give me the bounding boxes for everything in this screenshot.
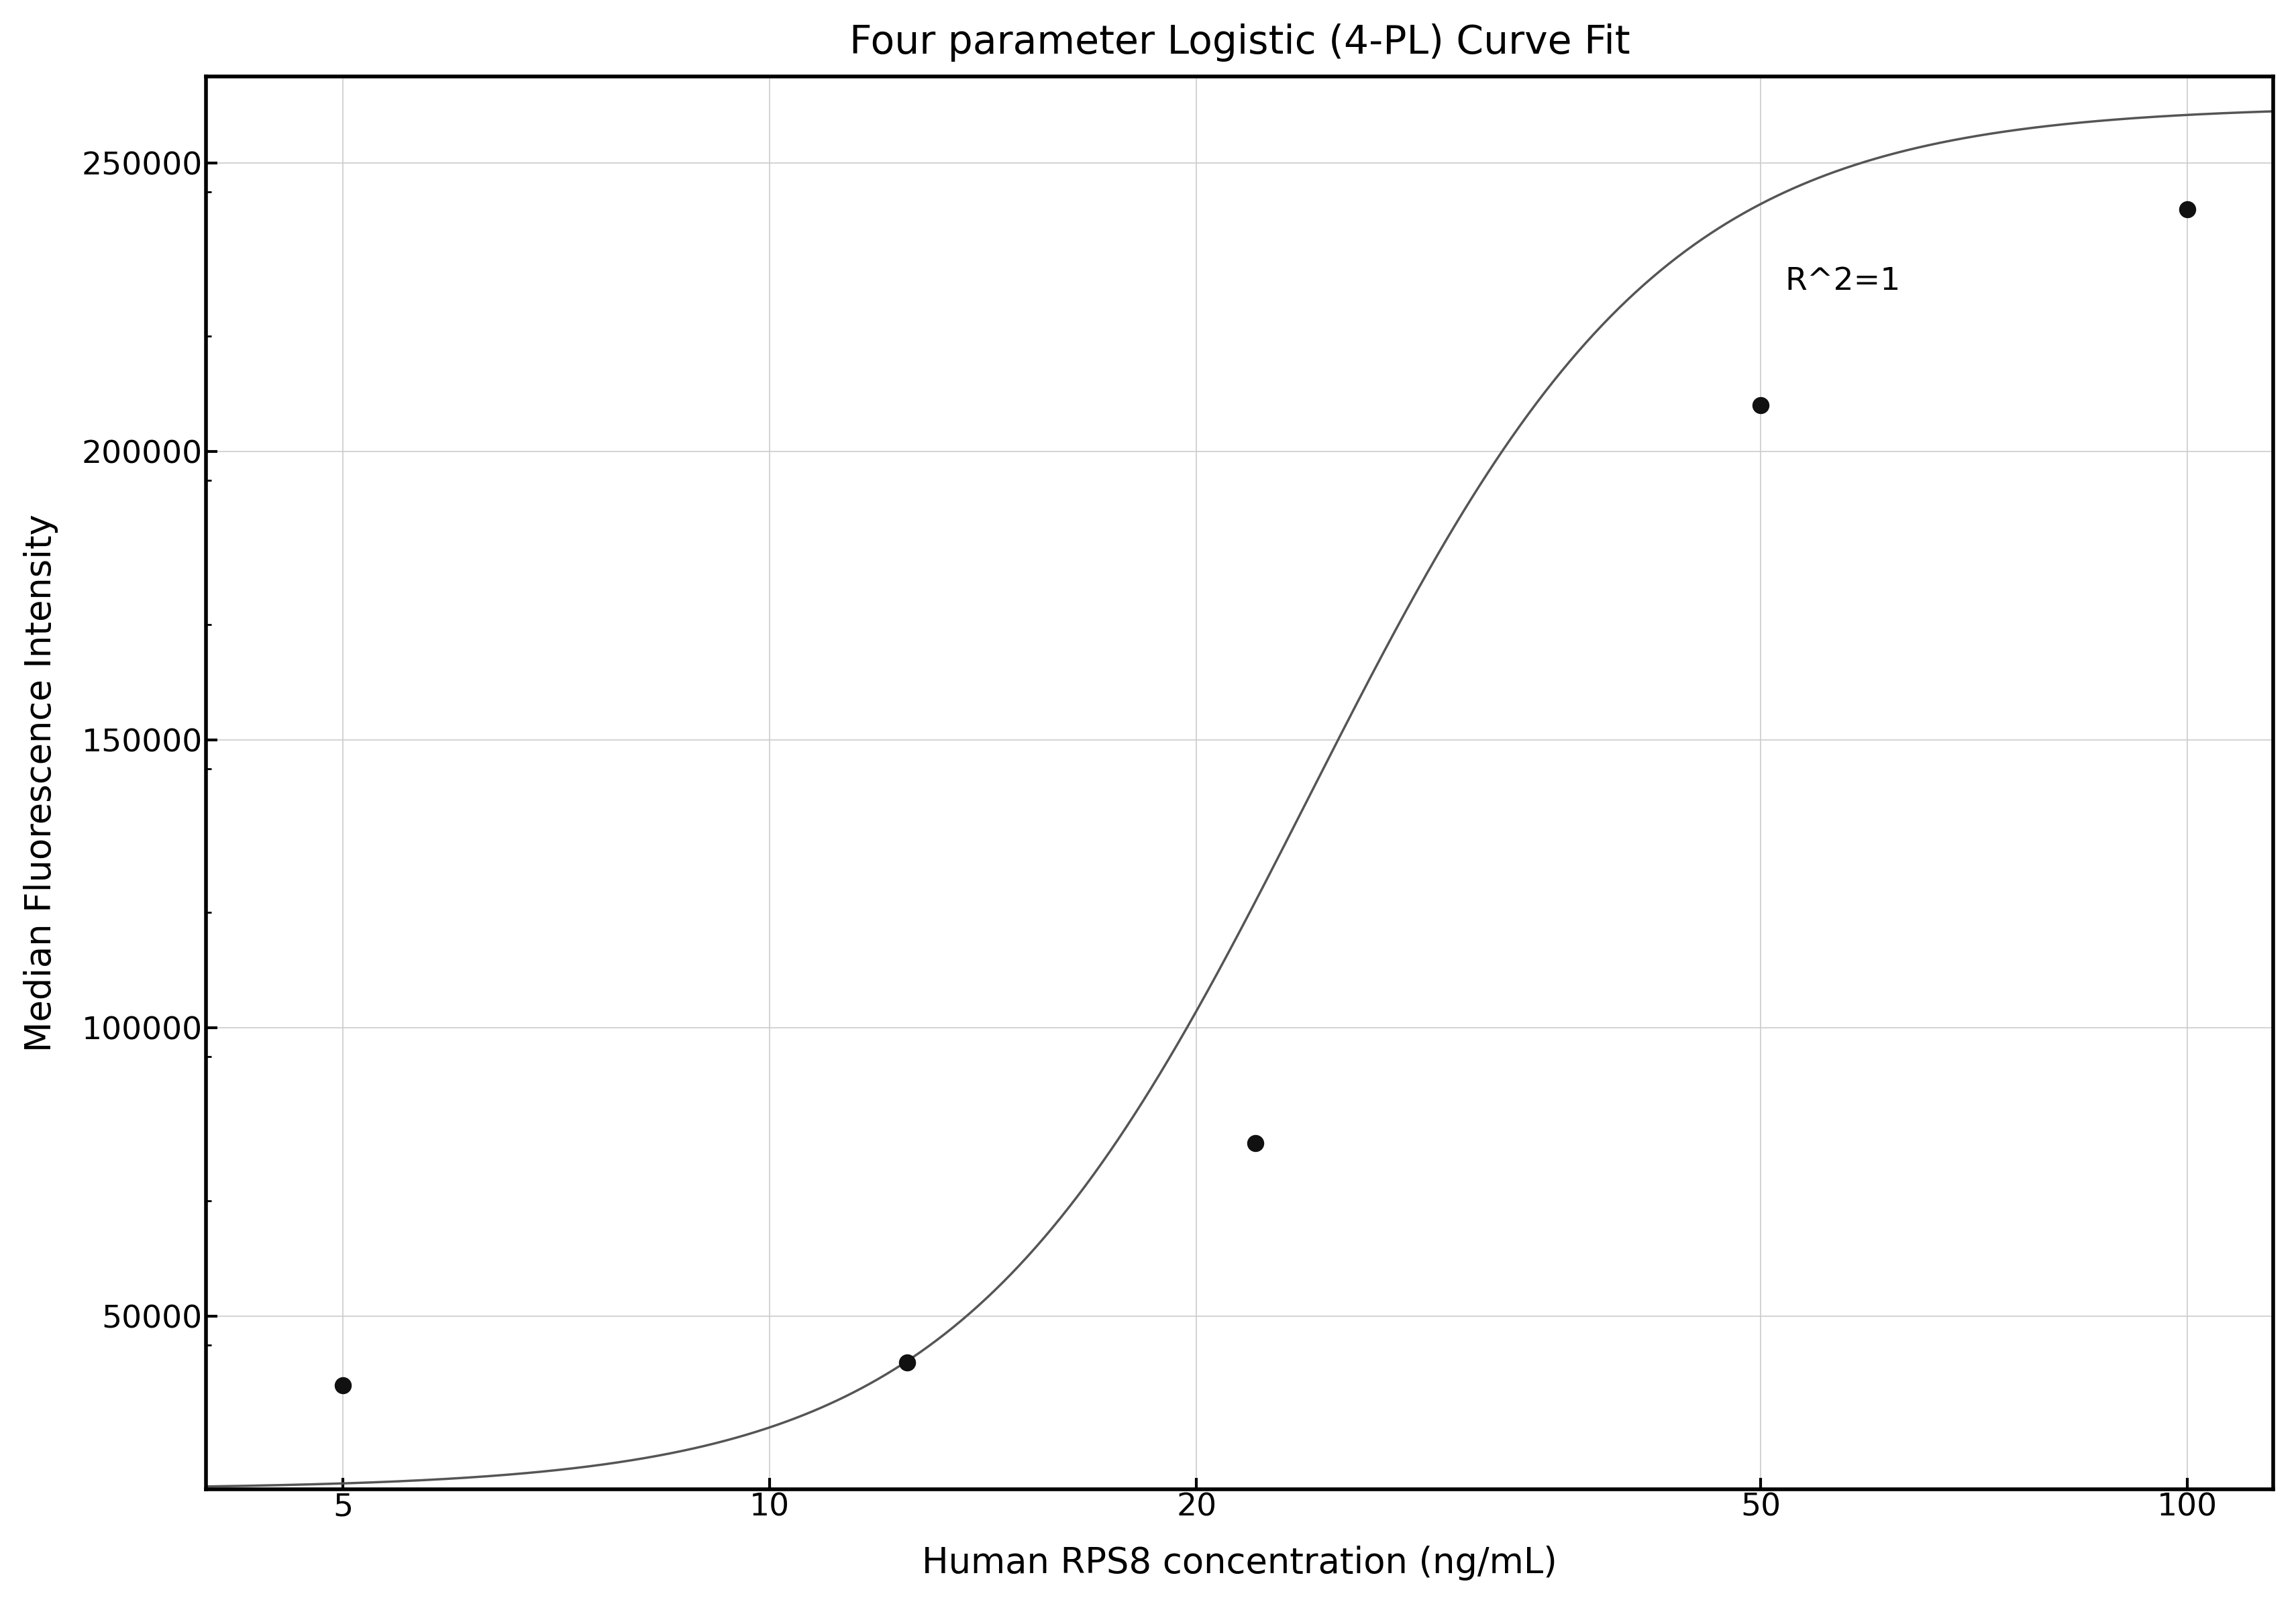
- Point: [2167, 197, 2204, 223]
- Point: [1743, 393, 1779, 419]
- Point: [324, 1373, 360, 1399]
- Title: Four parameter Logistic (4-PL) Curve Fit: Four parameter Logistic (4-PL) Curve Fit: [850, 24, 1630, 61]
- X-axis label: Human RPS8 concentration (ng/mL): Human RPS8 concentration (ng/mL): [921, 1546, 1557, 1580]
- Point: [1238, 1131, 1274, 1156]
- Text: R^2=1: R^2=1: [1784, 266, 1899, 297]
- Point: [889, 1349, 925, 1375]
- Y-axis label: Median Fluorescence Intensity: Median Fluorescence Intensity: [23, 513, 57, 1052]
